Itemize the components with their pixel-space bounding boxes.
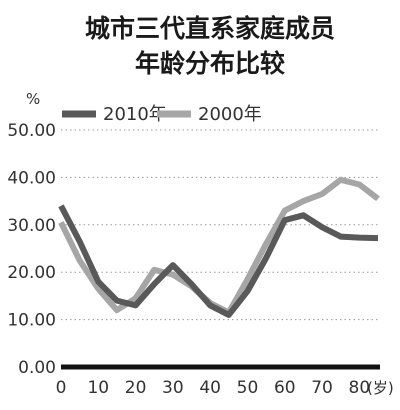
- y-tick-label: 50.00: [7, 121, 56, 141]
- legend: 2010年 2000年: [62, 104, 262, 125]
- x-tick-label: 20: [125, 378, 147, 398]
- x-axis-unit-label: (岁): [367, 379, 394, 397]
- y-axis-unit-label: %: [26, 90, 40, 108]
- x-tick-label: 60: [274, 378, 296, 398]
- series-line-2010年: [58, 204, 379, 318]
- x-tick-label: 70: [311, 378, 333, 398]
- x-tick-label: 0: [56, 378, 67, 398]
- x-tick-label: 80: [349, 378, 371, 398]
- gridlines: [61, 129, 380, 370]
- x-tick-label: 10: [87, 378, 109, 398]
- x-tick-label: 40: [199, 378, 221, 398]
- legend-label: 2000年: [198, 104, 262, 125]
- x-tick-label: 30: [162, 378, 184, 398]
- x-tick-label: 50: [237, 378, 259, 398]
- y-tick-label: 40.00: [7, 168, 56, 188]
- y-tick-label: 20.00: [7, 263, 56, 283]
- y-tick-label: 30.00: [7, 216, 56, 236]
- y-tick-label: 0.00: [18, 358, 56, 378]
- chart-title-line-1: 城市三代直系家庭成员: [85, 14, 335, 43]
- y-tick-label: 10.00: [7, 311, 56, 331]
- x-axis-ticks: 0 10 20 30 40 50 60 70 80(岁): [56, 378, 394, 398]
- chart-title-line-2: 年龄分布比较: [135, 49, 285, 78]
- y-axis-ticks: 0.00 10.00 20.00 30.00 40.00 50.00: [7, 121, 56, 378]
- plot-area: [58, 176, 380, 318]
- legend-label: 2010年: [103, 104, 167, 125]
